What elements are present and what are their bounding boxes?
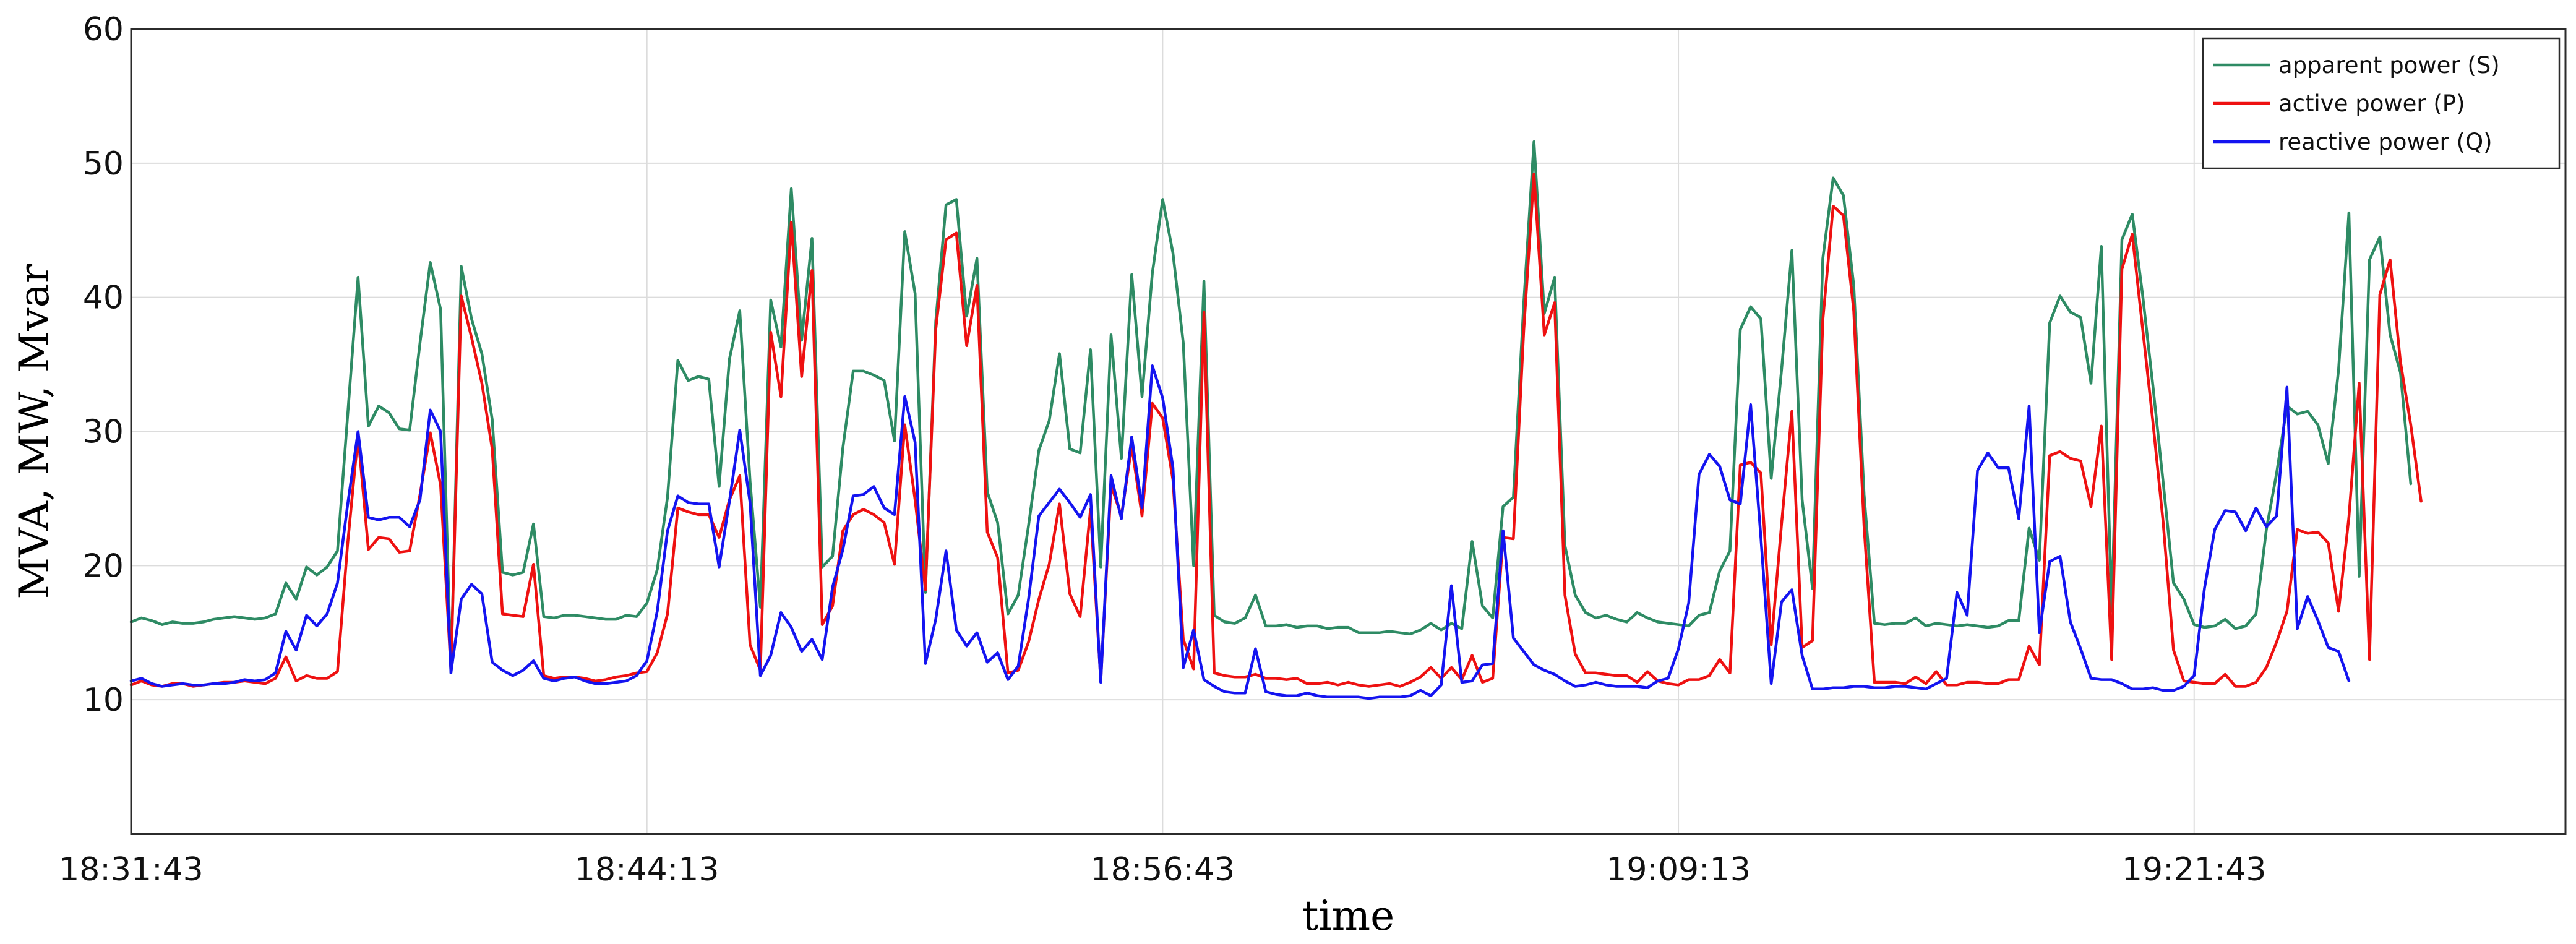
grid bbox=[131, 28, 2565, 834]
x-tick-label: 18:31:43 bbox=[59, 851, 204, 888]
x-axis-title: time bbox=[1302, 892, 1394, 940]
y-tick-label: 30 bbox=[83, 414, 124, 451]
x-tick-label: 19:21:43 bbox=[2122, 851, 2267, 888]
series-line bbox=[129, 364, 2351, 700]
x-tick-label: 19:09:13 bbox=[1606, 851, 1751, 888]
series-line bbox=[129, 140, 2413, 675]
y-tick-label: 50 bbox=[83, 145, 124, 182]
y-tick-labels: 10 20 30 40 50 60 bbox=[83, 11, 124, 719]
legend: apparent power (S) active power (P) reacti… bbox=[2202, 37, 2561, 169]
legend-label: reactive power (Q) bbox=[2278, 129, 2492, 155]
y-tick-label: 40 bbox=[83, 280, 124, 317]
legend-label: active power (P) bbox=[2278, 90, 2465, 117]
y-axis-title: MVA, MW, Mvar bbox=[11, 264, 58, 599]
series-line bbox=[129, 172, 2423, 688]
legend-label: apparent power (S) bbox=[2278, 52, 2500, 79]
y-tick-label: 60 bbox=[83, 11, 124, 48]
y-tick-label: 20 bbox=[83, 547, 124, 585]
x-tick-label: 18:56:43 bbox=[1091, 851, 1235, 888]
x-tick-label: 18:44:13 bbox=[575, 851, 719, 888]
y-tick-label: 10 bbox=[83, 682, 124, 719]
plot-series bbox=[129, 140, 2423, 700]
x-tick-labels: 18:31:43 18:44:13 18:56:43 19:09:13 19:21:43 bbox=[59, 851, 2266, 888]
plot-frame bbox=[130, 28, 2567, 835]
